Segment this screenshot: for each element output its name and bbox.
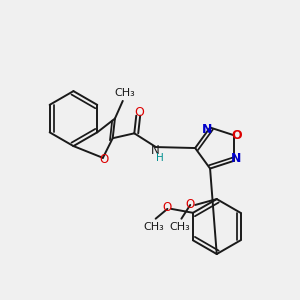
Text: N: N — [231, 152, 242, 165]
Text: O: O — [232, 129, 242, 142]
Text: N: N — [151, 145, 159, 158]
Text: H: H — [156, 153, 164, 163]
Text: O: O — [163, 201, 172, 214]
Text: CH₃: CH₃ — [143, 222, 164, 232]
Text: O: O — [186, 199, 195, 212]
Text: O: O — [134, 106, 144, 119]
Text: N: N — [202, 123, 212, 136]
Text: CH₃: CH₃ — [169, 222, 190, 232]
Text: O: O — [99, 153, 109, 166]
Text: CH₃: CH₃ — [114, 88, 135, 98]
